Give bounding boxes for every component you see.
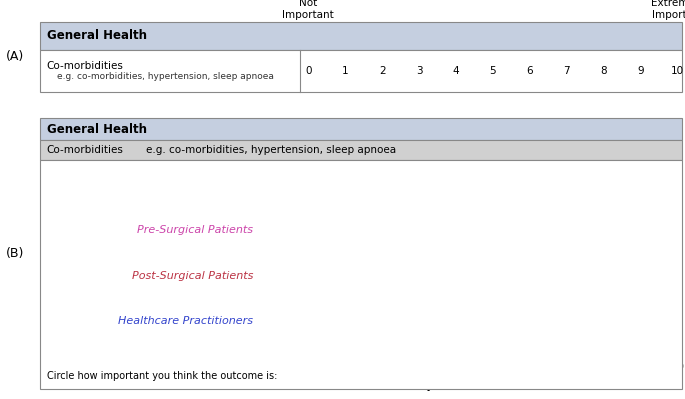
Text: Extremely
Important: Extremely Important <box>651 0 685 20</box>
Text: (B): (B) <box>5 247 24 260</box>
Text: Not
Important: Not Important <box>282 0 334 20</box>
Text: 3: 3 <box>416 66 423 76</box>
Text: 9.2: 9.2 <box>634 298 656 311</box>
Text: 8.4: 8.4 <box>601 253 622 266</box>
Text: 1: 1 <box>342 66 349 76</box>
Text: Circle how important you think the outcome is:: Circle how important you think the outco… <box>47 371 277 381</box>
Text: 4: 4 <box>453 66 459 76</box>
Text: 2: 2 <box>379 66 386 76</box>
Text: (A): (A) <box>5 50 24 63</box>
Text: 8.8: 8.8 <box>617 207 638 220</box>
Text: General Health: General Health <box>47 30 147 42</box>
Text: General Health: General Health <box>47 122 147 136</box>
X-axis label: Importance Rank: Importance Rank <box>410 378 529 391</box>
Text: 10: 10 <box>671 66 684 76</box>
Text: Pre-Surgical Patients: Pre-Surgical Patients <box>138 225 257 235</box>
Text: 7: 7 <box>563 66 570 76</box>
Text: Co-morbidities: Co-morbidities <box>47 145 123 156</box>
Text: Healthcare Practitioners: Healthcare Practitioners <box>119 316 257 326</box>
Text: 0: 0 <box>305 66 312 76</box>
Text: Co-morbidities: Co-morbidities <box>47 61 123 71</box>
Text: 6: 6 <box>527 66 533 76</box>
Text: 5: 5 <box>490 66 496 76</box>
Text: 8: 8 <box>600 66 607 76</box>
Text: 9: 9 <box>637 66 644 76</box>
Text: Post-Surgical Patients: Post-Surgical Patients <box>132 271 257 281</box>
Text: e.g. co-morbidities, hypertension, sleep apnoea: e.g. co-morbidities, hypertension, sleep… <box>57 72 274 81</box>
Text: e.g. co-morbidities, hypertension, sleep apnoea: e.g. co-morbidities, hypertension, sleep… <box>146 145 396 156</box>
